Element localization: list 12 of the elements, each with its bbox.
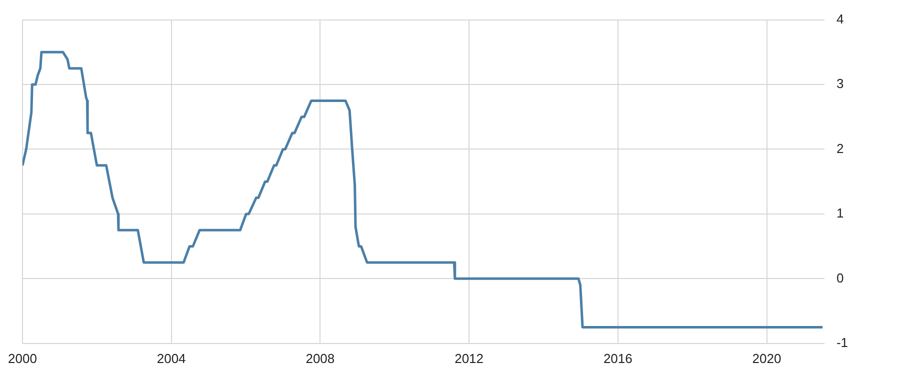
y-tick-label: 1	[836, 206, 844, 221]
x-tick-label: 2016	[603, 350, 632, 366]
x-tick-label: 2012	[454, 350, 484, 366]
y-tick-label: 3	[836, 76, 844, 92]
y-tick-label: 2	[836, 140, 844, 156]
y-tick-label: 4	[836, 11, 844, 26]
x-tick-label: 2020	[752, 350, 782, 366]
y-tick-label: -1	[836, 334, 848, 350]
x-tick-label: 2000	[8, 350, 37, 366]
x-tick-label: 2008	[306, 350, 335, 366]
x-tick-label: 2004	[156, 350, 186, 366]
y-tick-label: 0	[836, 270, 844, 286]
